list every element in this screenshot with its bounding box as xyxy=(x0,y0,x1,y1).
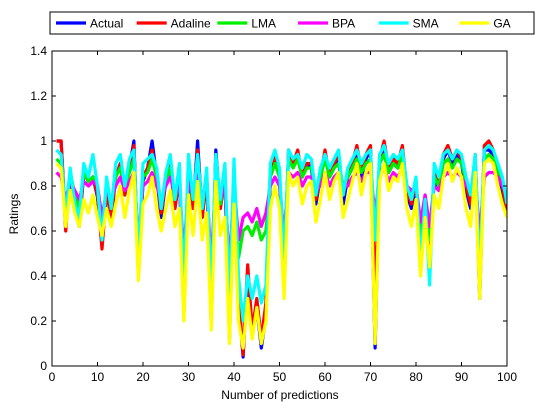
x-tick-label: 20 xyxy=(136,370,150,384)
x-tick-label: 30 xyxy=(182,370,196,384)
x-tick-label: 40 xyxy=(227,370,241,384)
y-tick-label: 0.8 xyxy=(30,179,47,193)
y-axis-label: Ratings xyxy=(7,194,21,235)
x-tick-label: 60 xyxy=(318,370,332,384)
x-axis-label: Number of predictions xyxy=(221,388,338,402)
series-line-ga xyxy=(55,157,507,350)
x-tick-label: 80 xyxy=(409,370,423,384)
x-tick-label: 100 xyxy=(497,370,517,384)
y-tick-label: 0 xyxy=(40,359,47,373)
y-tick-label: 0.4 xyxy=(30,269,47,283)
x-tick-label: 0 xyxy=(49,370,56,384)
y-tick-label: 1.4 xyxy=(30,44,47,58)
legend-label-bpa: BPA xyxy=(332,17,355,31)
legend-label-lma: LMA xyxy=(251,17,276,31)
x-tick-label: 10 xyxy=(91,370,105,384)
x-tick-label: 90 xyxy=(455,370,469,384)
legend-label-sma: SMA xyxy=(413,17,439,31)
x-tick-label: 50 xyxy=(273,370,287,384)
y-tick-label: 1 xyxy=(40,134,47,148)
legend-label-ga: GA xyxy=(493,17,510,31)
plot-area xyxy=(55,139,507,359)
y-tick-label: 0.2 xyxy=(30,314,47,328)
legend-box xyxy=(49,11,535,35)
axes: 0 10 20 30 40 50 60 70 80 90 100 0 0.2 0.4 0.6 0.8 1 1.2 1… xyxy=(30,44,517,384)
legend: Actual Adaline LMA BPA SMA GA xyxy=(49,11,535,35)
legend-label-actual: Actual xyxy=(90,17,123,31)
legend-label-adaline: Adaline xyxy=(171,17,211,31)
y-tick-label: 1.2 xyxy=(30,89,47,103)
y-tick-label: 0.6 xyxy=(30,224,47,238)
x-tick-label: 70 xyxy=(364,370,378,384)
